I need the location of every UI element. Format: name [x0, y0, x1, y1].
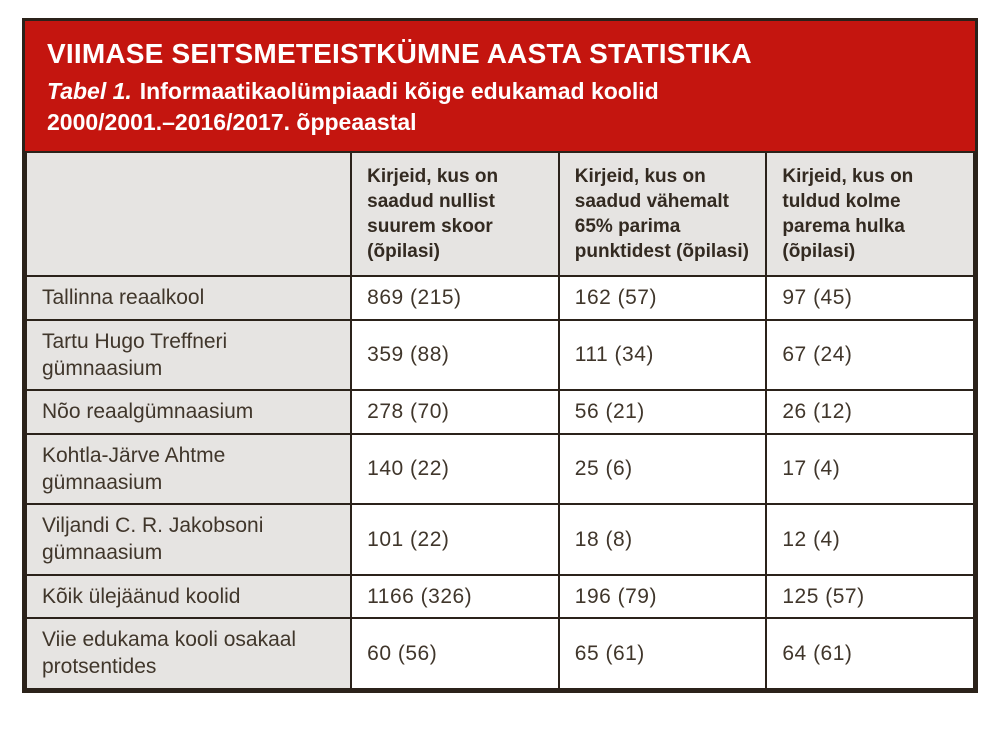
value-cell-nonzero-score: 101 (22): [350, 503, 560, 576]
value-cell-nonzero-score: 359 (88): [350, 318, 560, 392]
header-row: Kirjeid, kus on saadud nullist suurem sk…: [24, 151, 975, 278]
value-cell-65-percent: 65 (61): [557, 617, 768, 690]
value-cell-nonzero-score: 140 (22): [350, 432, 560, 506]
table-row: Kõik ülejäänud koolid 1166 (326) 196 (79…: [24, 573, 975, 620]
table-row: Tartu Hugo Treffneri gümnaasium 359 (88)…: [24, 318, 975, 392]
value-cell-65-percent: 111 (34): [557, 318, 768, 392]
table-row: Tallinna reaalkool 869 (215) 162 (57) 97…: [24, 275, 975, 321]
value-cell-65-percent: 18 (8): [557, 503, 768, 576]
figure-banner: VIIMASE SEITSMETEISTKÜMNE AASTA STATISTI…: [25, 21, 975, 152]
value-cell-top-three: 97 (45): [765, 275, 975, 321]
table-row: Nõo reaalgümnaasium 278 (70) 56 (21) 26 …: [24, 389, 975, 435]
value-cell-nonzero-score: 1166 (326): [350, 573, 560, 620]
value-cell-65-percent: 162 (57): [557, 275, 768, 321]
school-name-cell: Nõo reaalgümnaasium: [24, 389, 353, 435]
value-cell-top-three: 125 (57): [765, 573, 975, 620]
value-cell-nonzero-score: 278 (70): [350, 389, 560, 435]
statistics-table: Kirjeid, kus on saadud nullist suurem sk…: [24, 151, 975, 690]
value-cell-65-percent: 56 (21): [557, 389, 768, 435]
value-cell-65-percent: 196 (79): [557, 573, 768, 620]
value-cell-top-three: 12 (4): [765, 503, 975, 576]
column-header-nonzero-score: Kirjeid, kus on saadud nullist suurem sk…: [350, 151, 560, 278]
corner-empty-cell: [24, 151, 353, 278]
table-body: Tallinna reaalkool 869 (215) 162 (57) 97…: [24, 275, 975, 690]
subtitle-text: Informaatikaolümpiaadi kõige edukamad ko…: [47, 78, 659, 136]
figure-title: VIIMASE SEITSMETEISTKÜMNE AASTA STATISTI…: [47, 38, 752, 69]
value-cell-nonzero-score: 869 (215): [350, 275, 560, 321]
school-name-cell: Kohtla-Järve Ahtme gümnaasium: [24, 432, 353, 506]
school-name-cell: Viie edukama kooli osakaal protsentides: [24, 617, 353, 690]
school-name-cell: Kõik ülejäänud koolid: [24, 573, 353, 620]
figure-subtitle: Tabel 1. Informaatikaolümpiaadi kõige edu…: [47, 76, 953, 138]
value-cell-65-percent: 25 (6): [557, 432, 768, 506]
table-row: Viljandi C. R. Jakobsoni gümnaasium 101 …: [24, 503, 975, 576]
school-name-cell: Viljandi C. R. Jakobsoni gümnaasium: [24, 503, 353, 576]
value-cell-top-three: 17 (4): [765, 432, 975, 506]
value-cell-top-three: 64 (61): [765, 617, 975, 690]
table-row: Kohtla-Järve Ahtme gümnaasium 140 (22) 2…: [24, 432, 975, 506]
table-number-label: Tabel 1.: [47, 78, 132, 104]
school-name-cell: Tartu Hugo Treffneri gümnaasium: [24, 318, 353, 392]
value-cell-top-three: 26 (12): [765, 389, 975, 435]
value-cell-top-three: 67 (24): [765, 318, 975, 392]
column-header-65-percent-best: Kirjeid, kus on saadud vähemalt 65% pari…: [557, 151, 768, 278]
table-row: Viie edukama kooli osakaal protsentides …: [24, 617, 975, 690]
value-cell-nonzero-score: 60 (56): [350, 617, 560, 690]
column-header-top-three: Kirjeid, kus on tuldud kolme parema hulk…: [765, 151, 975, 278]
school-name-cell: Tallinna reaalkool: [24, 275, 353, 321]
statistics-table-figure: VIIMASE SEITSMETEISTKÜMNE AASTA STATISTI…: [22, 18, 978, 693]
